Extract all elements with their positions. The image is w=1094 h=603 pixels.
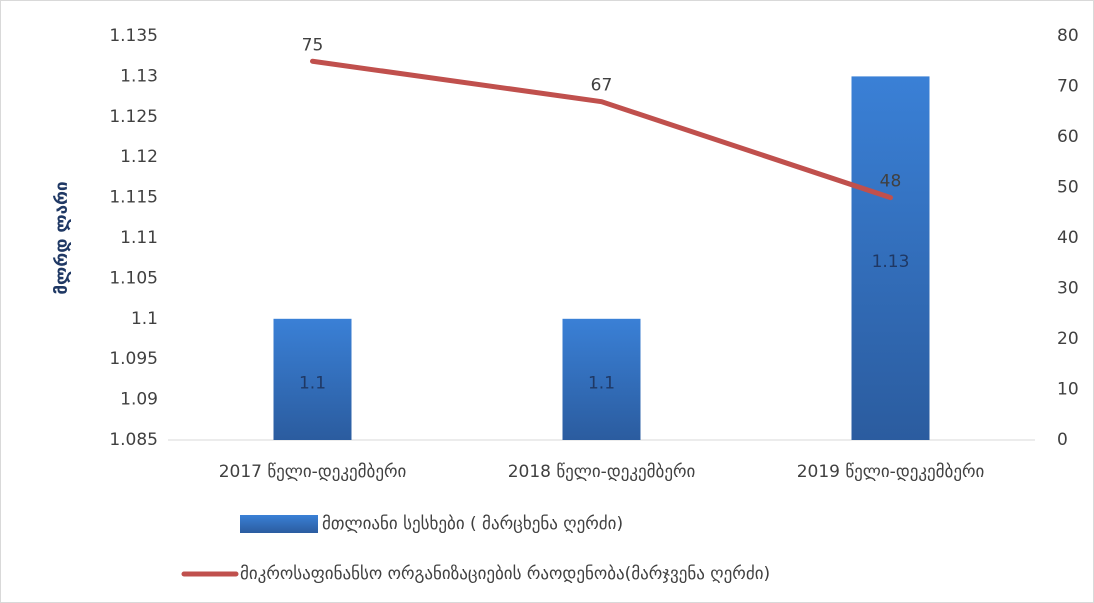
y-tick-label: 1.09 xyxy=(120,390,158,410)
line-value-label: 75 xyxy=(302,35,324,55)
bar-value-label: 1.1 xyxy=(588,373,615,393)
y2-tick-label: 0 xyxy=(1057,430,1068,450)
x-tick-label: 2017 წელი-დეკემბერი xyxy=(219,462,407,482)
y-tick-label: 1.13 xyxy=(120,66,158,86)
y-tick-label: 1.085 xyxy=(109,430,158,450)
bar-value-label: 1.13 xyxy=(872,252,910,272)
line-value-label: 48 xyxy=(880,172,902,192)
bar xyxy=(851,76,930,441)
x-tick-label: 2018 წელი-დეკემბერი xyxy=(508,462,696,482)
y2-tick-label: 80 xyxy=(1057,26,1079,46)
legend-label: მთლიანი სესხები ( მარცხენა ღერძი) xyxy=(322,514,623,534)
y-tick-label: 1.1 xyxy=(131,309,158,329)
y-tick-label: 1.135 xyxy=(109,26,158,46)
line-value-label: 67 xyxy=(591,76,613,96)
y-tick-label: 1.115 xyxy=(109,188,158,208)
y-tick-label: 1.105 xyxy=(109,268,158,288)
line xyxy=(310,58,893,201)
y2-tick-label: 30 xyxy=(1057,279,1079,299)
bar xyxy=(562,318,641,440)
bar-value-label: 1.1 xyxy=(299,373,326,393)
y2-tick-label: 60 xyxy=(1057,127,1079,147)
y-tick-label: 1.125 xyxy=(109,107,158,127)
y2-tick-label: 20 xyxy=(1057,329,1079,349)
y-tick-label: 1.12 xyxy=(120,147,158,167)
legend-swatch xyxy=(240,515,318,533)
y-tick-label: 1.11 xyxy=(120,228,158,248)
y2-tick-label: 40 xyxy=(1057,228,1079,248)
legend-label: მიკროსაფინანსო ორგანიზაციების რაოდენობა(… xyxy=(240,564,770,584)
y2-tick-label: 50 xyxy=(1057,178,1079,198)
x-tick-label: 2019 წელი-დეკემბერი xyxy=(797,462,985,482)
y-axis-label: მლრდ ლარი xyxy=(52,181,72,294)
y2-tick-label: 70 xyxy=(1057,77,1079,97)
y-tick-label: 1.095 xyxy=(109,349,158,369)
y2-tick-label: 10 xyxy=(1057,380,1079,400)
bar xyxy=(273,318,352,440)
